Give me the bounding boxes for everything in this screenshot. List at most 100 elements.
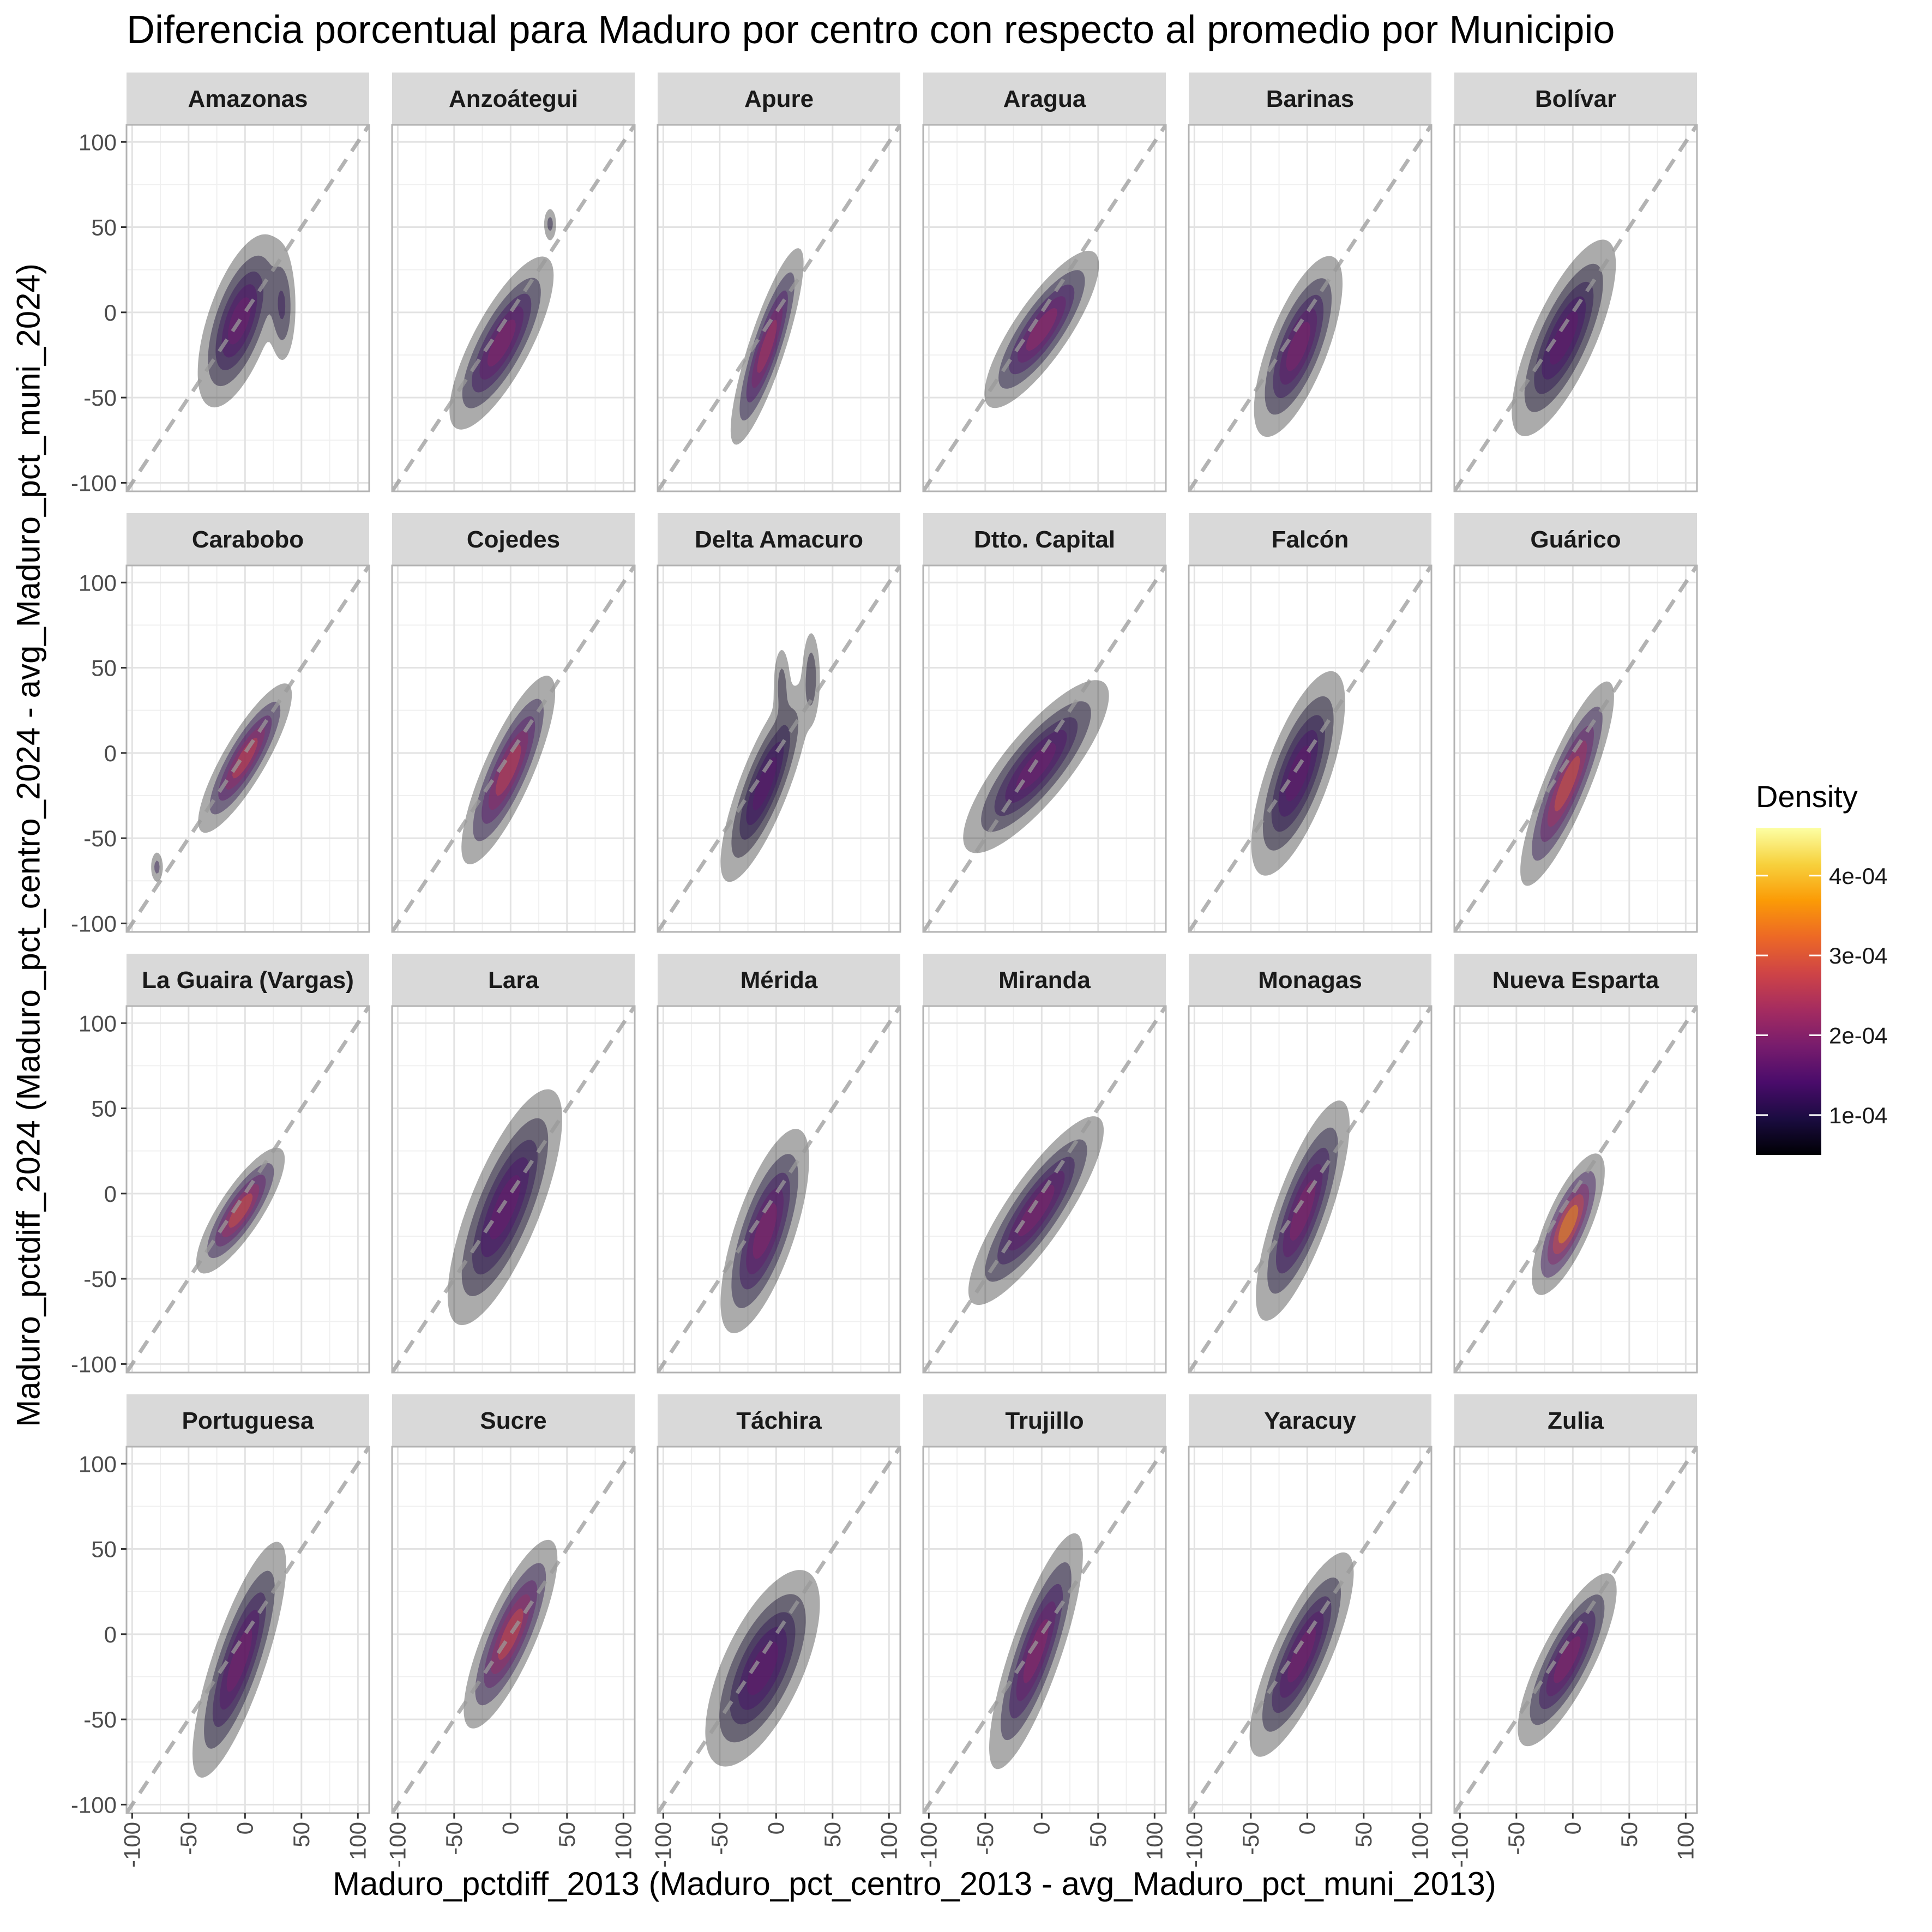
facet-strip [1454, 954, 1697, 1006]
x-tick-label: 50 [1351, 1822, 1376, 1847]
density-contour [215, 271, 286, 370]
facet-strip [1189, 513, 1431, 565]
density-contour [720, 1129, 809, 1333]
density-contour [1265, 278, 1332, 415]
reference-line [1454, 565, 1697, 932]
density-contour [739, 725, 791, 840]
panel-layer [658, 1447, 900, 1813]
density-contour [1009, 284, 1075, 375]
x-tick-label: -50 [707, 1822, 732, 1855]
y-tick-label: 0 [104, 300, 117, 326]
density-contour [738, 1627, 787, 1710]
facet-strip [923, 1394, 1166, 1447]
density-contour [1256, 1100, 1350, 1321]
density-contour [1534, 281, 1594, 394]
panel-border [125, 564, 370, 933]
density-contour [1540, 725, 1594, 842]
y-tick-label: -100 [71, 470, 117, 496]
density-contour [739, 1172, 790, 1290]
density-contour [1262, 696, 1334, 851]
density-contour [491, 1594, 531, 1674]
panel-border [657, 1005, 901, 1374]
panel-layer [1454, 565, 1697, 932]
density-contour [1518, 1573, 1617, 1747]
y-tick-label: 50 [91, 1096, 117, 1122]
density-contour [1251, 671, 1345, 876]
facet-label: Monagas [1258, 967, 1362, 994]
density-contour [204, 1570, 275, 1749]
panel-layer [392, 125, 635, 491]
panel-border [1453, 564, 1698, 933]
density-contour [997, 1157, 1075, 1265]
reference-line [923, 1447, 1166, 1813]
facet-strip [1189, 73, 1431, 125]
x-tick-label: 0 [497, 1822, 523, 1834]
y-tick-label: -100 [71, 1351, 117, 1377]
facet-label: Cojedes [467, 526, 560, 553]
facet-strip [923, 954, 1166, 1006]
facet-label: Dtto. Capital [974, 526, 1115, 553]
reference-line [658, 565, 900, 932]
density-contour [746, 741, 784, 826]
legend-colorbar [1756, 828, 1821, 1155]
panel-border [391, 564, 636, 933]
y-tick-label: 0 [104, 1181, 117, 1207]
y-tick-label: -100 [71, 1792, 117, 1817]
density-contour [1520, 681, 1614, 886]
density-contour [1554, 1636, 1581, 1683]
facet-strip [392, 73, 635, 125]
density-contour [730, 1612, 796, 1725]
density-contour [705, 1570, 820, 1767]
density-contour [719, 1594, 806, 1743]
reference-line [1454, 1447, 1697, 1813]
x-tick-label: 50 [1085, 1822, 1111, 1847]
density-contour [1547, 1183, 1590, 1265]
density-contour [1558, 1205, 1579, 1244]
reference-line [1189, 1447, 1431, 1813]
facet-label: Amazonas [188, 86, 308, 112]
panel-layer [923, 565, 1166, 932]
density-contour [228, 1193, 253, 1228]
panel-border [1188, 1446, 1433, 1814]
facet-label: Falcón [1272, 526, 1349, 553]
x-tick-label: 100 [1672, 1822, 1698, 1860]
density-contour [751, 305, 783, 388]
facet-label: Apure [744, 86, 814, 112]
reference-line [392, 125, 635, 491]
density-contour [475, 1563, 546, 1706]
panel-layer [923, 1447, 1166, 1813]
y-tick-label: 100 [79, 570, 117, 595]
panel-layer [923, 125, 1166, 491]
panel-border [391, 124, 636, 492]
panel-layer [1189, 1447, 1431, 1813]
density-contour [472, 293, 532, 393]
x-tick-label: -50 [176, 1822, 201, 1855]
density-contour [487, 319, 516, 367]
density-contour [968, 1116, 1104, 1305]
panel-border [125, 124, 370, 492]
density-contour [1001, 1562, 1072, 1741]
x-tick-label: 0 [1028, 1822, 1054, 1834]
facet-label: Miranda [998, 967, 1091, 994]
facet-label: Aragua [1003, 86, 1086, 112]
reference-line [392, 1006, 635, 1373]
density-contour [730, 248, 804, 445]
reference-line [923, 565, 1166, 932]
panel-layer [127, 565, 369, 932]
facet-label: La Guaira (Vargas) [142, 967, 354, 994]
reference-line [1454, 1006, 1697, 1373]
panel-border [1188, 1005, 1433, 1374]
reference-line [923, 125, 1166, 491]
x-tick-label: 50 [1616, 1822, 1642, 1847]
density-contour [1554, 756, 1580, 811]
panel-border [1453, 1005, 1698, 1374]
legend-tick-label: 1e-04 [1829, 1103, 1887, 1128]
y-tick-label: -50 [83, 1707, 117, 1732]
panel-border [922, 1005, 1167, 1374]
reference-line [127, 1006, 369, 1373]
panel-border [657, 1446, 901, 1814]
density-contour [984, 250, 1099, 408]
density-contour [757, 320, 777, 374]
panel-border [657, 124, 901, 492]
